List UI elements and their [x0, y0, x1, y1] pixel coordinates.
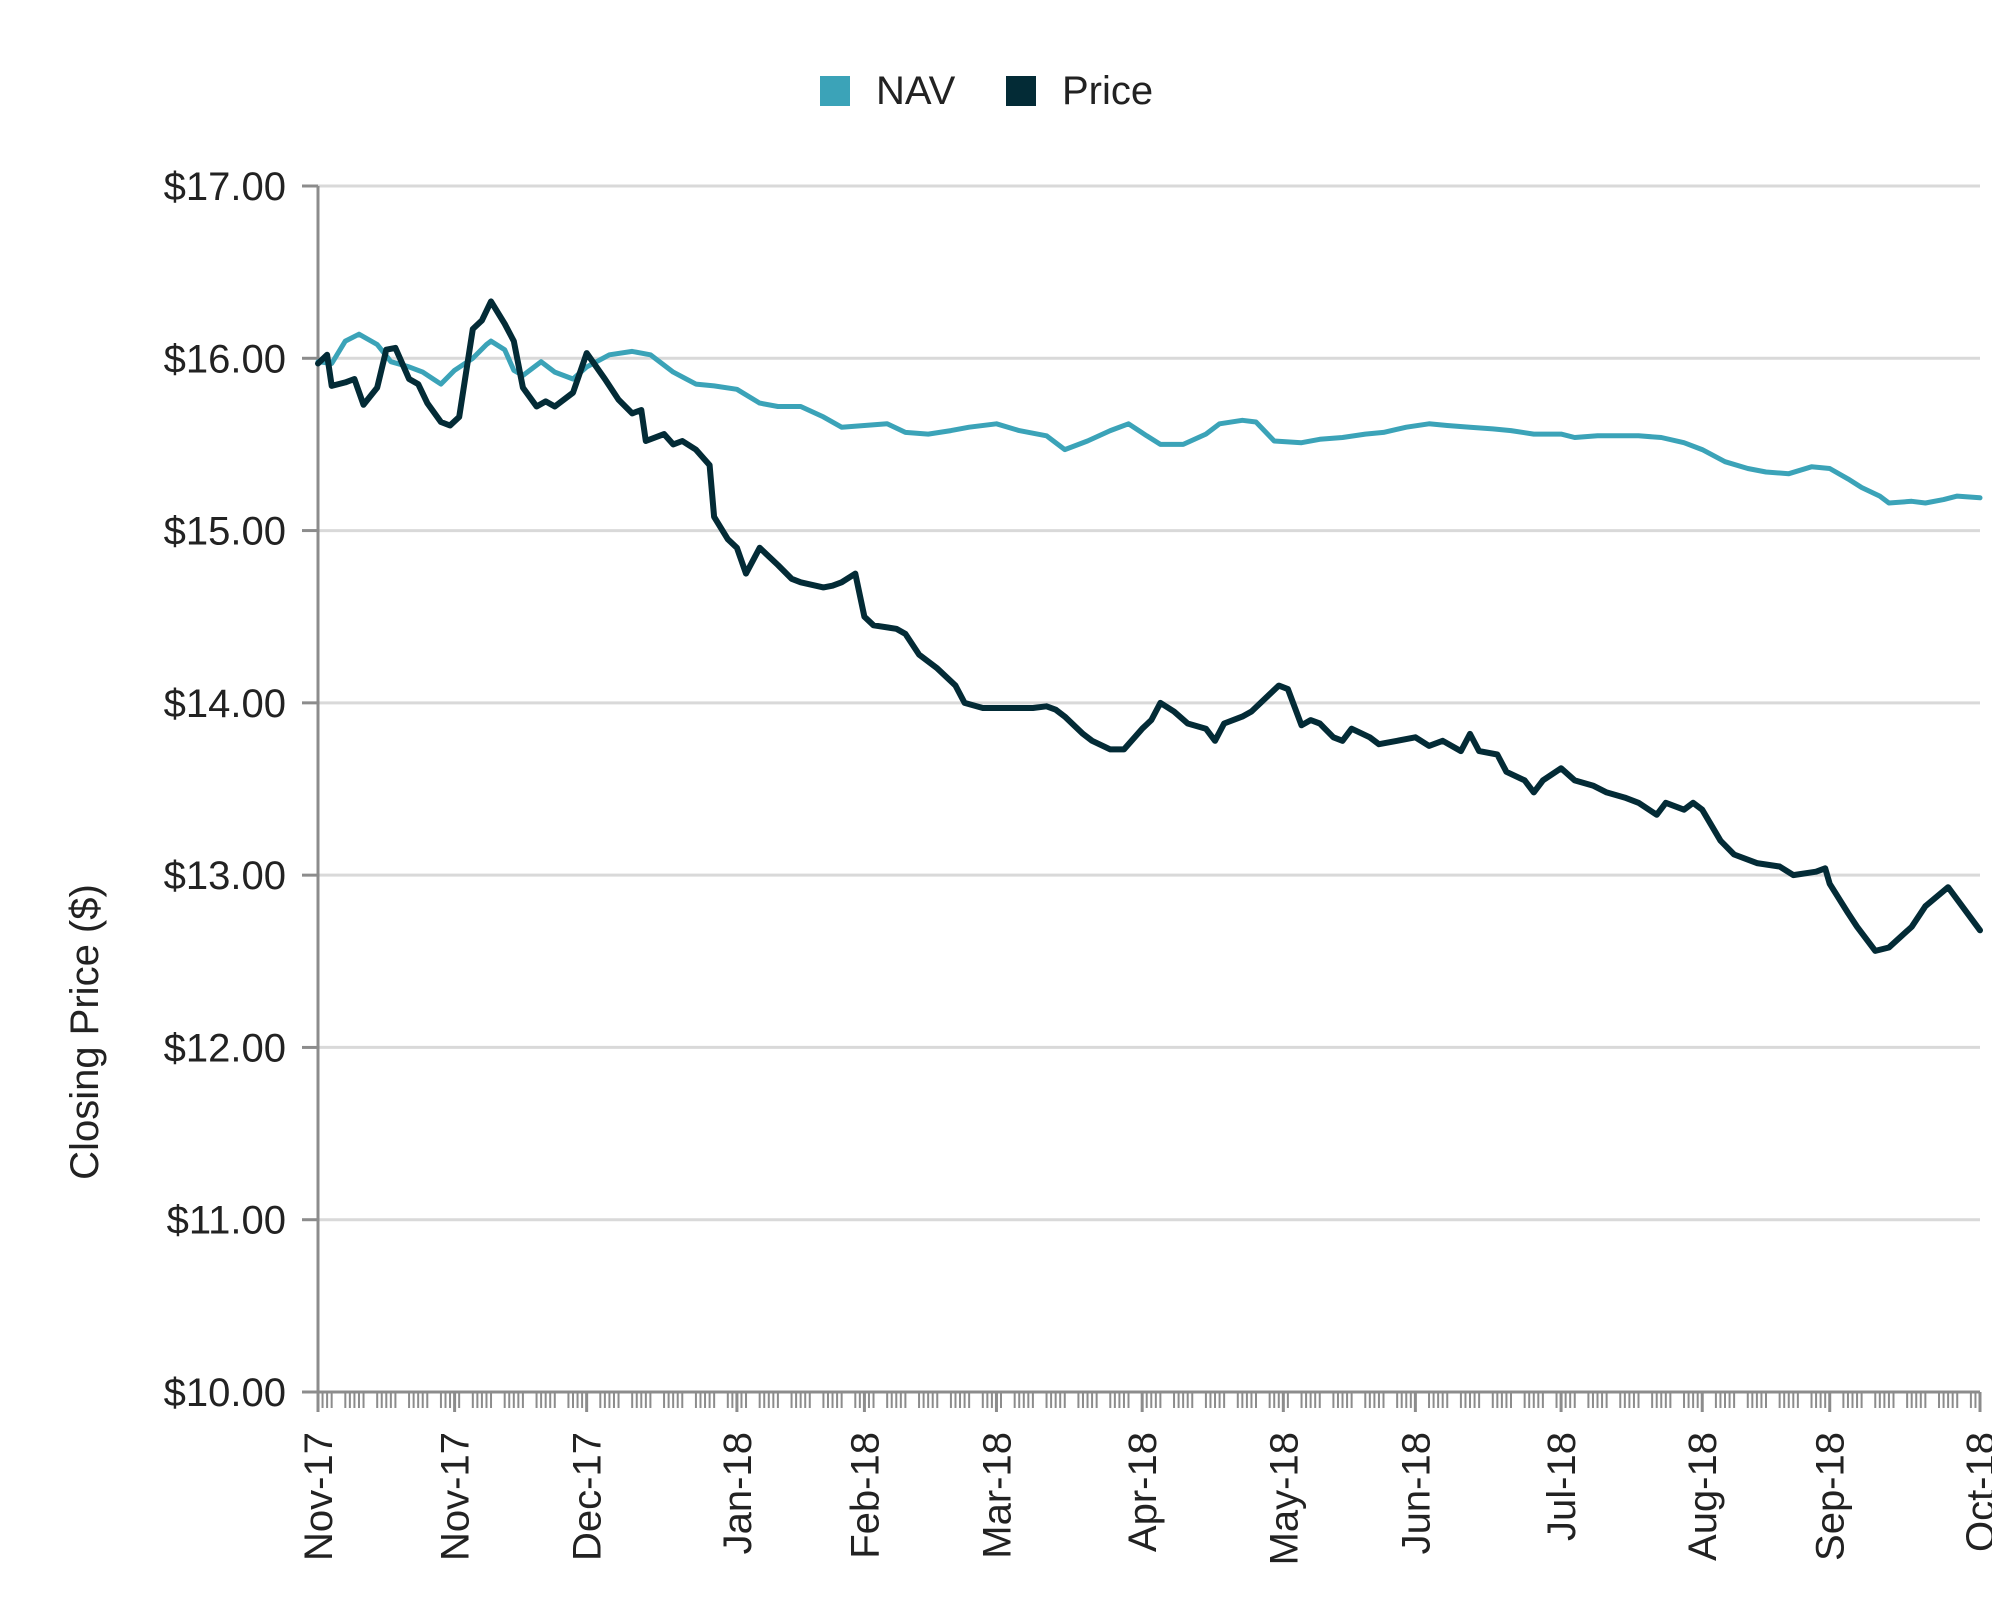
- gridlines: [318, 184, 1980, 1222]
- x-tick-label: Apr-18: [1121, 1432, 1165, 1552]
- x-tick-label: Aug-18: [1681, 1432, 1725, 1561]
- y-axis-ticks: $10.00 $11.00 $12.00 $13.00 $14.00 $15.00 $16.…: [164, 165, 318, 1415]
- y-tick-label: $15.00: [164, 510, 286, 554]
- y-tick-label: $16.00: [164, 337, 286, 381]
- x-tick-label: Nov-17: [297, 1432, 341, 1561]
- x-tick-label: May-18: [1262, 1432, 1306, 1565]
- x-tick-label: Nov-17: [434, 1432, 478, 1561]
- y-tick-label: $11.00: [167, 1199, 286, 1243]
- y-tick-label: $12.00: [164, 1026, 286, 1070]
- legend-swatch-price: [1006, 76, 1036, 106]
- x-tick-label: Jan-18: [716, 1432, 760, 1554]
- x-tick-label: Feb-18: [843, 1432, 887, 1559]
- y-axis-title: Closing Price ($): [63, 884, 107, 1180]
- y-tick-label: $14.00: [164, 682, 286, 726]
- series-line-price: [315, 298, 1983, 954]
- legend-label-nav: NAV: [876, 69, 956, 113]
- series-lines: [315, 298, 1983, 954]
- y-tick-label: $13.00: [164, 854, 286, 898]
- legend-label-price: Price: [1062, 69, 1153, 113]
- x-tick-label: Oct-18: [1959, 1432, 1992, 1552]
- x-axis-minor-ticks: [317, 1392, 1981, 1408]
- x-axis-ticks: Nov-17 Nov-17 Dec-17 Jan-18 Feb-18 Mar-18 Apr-…: [297, 1392, 1992, 1565]
- x-tick-label: Sep-18: [1809, 1432, 1853, 1561]
- x-tick-label: Mar-18: [975, 1432, 1019, 1559]
- legend-swatch-nav: [820, 76, 850, 106]
- x-tick-label: Dec-17: [566, 1432, 610, 1561]
- legend: NAV Price: [820, 69, 1153, 113]
- x-tick-label: Jun-18: [1394, 1432, 1438, 1554]
- x-tick-label: Jul-18: [1540, 1432, 1584, 1541]
- y-tick-label: $17.00: [164, 165, 286, 209]
- y-tick-label: $10.00: [164, 1371, 286, 1415]
